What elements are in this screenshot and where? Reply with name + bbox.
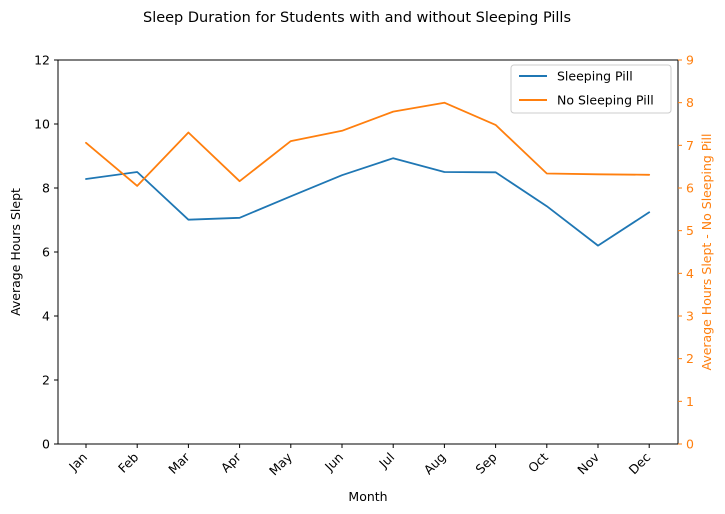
left-y-axis: 0 2 4 6 8 10 12	[34, 53, 58, 452]
y-tick-label: 4	[42, 309, 50, 324]
x-tick-label: Mar	[165, 449, 193, 477]
legend: Sleeping Pill No Sleeping Pill	[510, 64, 672, 114]
y-axis-label: Average Hours Slept	[8, 188, 23, 316]
x-tick-label: Feb	[115, 449, 141, 475]
y2-tick-label: 6	[686, 181, 694, 196]
y2-tick-label: 1	[686, 394, 694, 409]
x-tick-label: May	[266, 449, 295, 478]
series-line-no-sleeping-pill	[85, 101, 651, 187]
legend-box	[510, 64, 672, 114]
x-tick-label: Apr	[218, 449, 245, 476]
y2-tick-label: 8	[686, 95, 694, 110]
y2-tick-label: 9	[686, 53, 694, 68]
plot-frame	[57, 59, 679, 445]
x-tick-label: Nov	[574, 449, 602, 477]
y-tick-label: 12	[34, 53, 50, 68]
y-tick-label: 10	[34, 117, 50, 132]
x-tick-label: Dec	[626, 449, 654, 477]
x-tick-label: Jun	[321, 450, 346, 475]
y-tick-label: 0	[42, 437, 50, 452]
y2-tick-label: 5	[686, 223, 694, 238]
series-lines	[85, 101, 651, 247]
x-tick-label: Oct	[525, 449, 551, 475]
x-axis-label: Month	[348, 489, 387, 504]
y2-tick-label: 4	[686, 266, 694, 281]
y2-axis-label: Average Hours Slept - No Sleeping Pill	[699, 134, 714, 371]
y-tick-label: 8	[42, 181, 50, 196]
y2-tick-label: 3	[686, 309, 694, 324]
x-axis: Jan Feb Mar Apr May Jun Jul Aug Sep Oct Nov Dec	[65, 444, 653, 478]
y2-tick-label: 7	[686, 138, 694, 153]
x-tick-label: Jul	[375, 450, 397, 472]
x-tick-label: Aug	[421, 450, 449, 478]
y-tick-label: 6	[42, 245, 50, 260]
y2-tick-label: 2	[686, 351, 694, 366]
chart-title: Sleep Duration for Students with and wit…	[143, 10, 571, 26]
x-tick-label: Jan	[65, 450, 90, 475]
right-y-axis: 0 1 2 3 4 5 6 7 8 9	[678, 53, 694, 452]
legend-label-sleeping-pill: Sleeping Pill	[557, 69, 633, 84]
y-tick-label: 2	[42, 373, 50, 388]
legend-label-no-sleeping-pill: No Sleeping Pill	[557, 93, 654, 108]
y2-tick-label: 0	[686, 437, 694, 452]
x-tick-label: Sep	[472, 449, 499, 476]
series-line-sleeping-pill	[85, 157, 651, 247]
